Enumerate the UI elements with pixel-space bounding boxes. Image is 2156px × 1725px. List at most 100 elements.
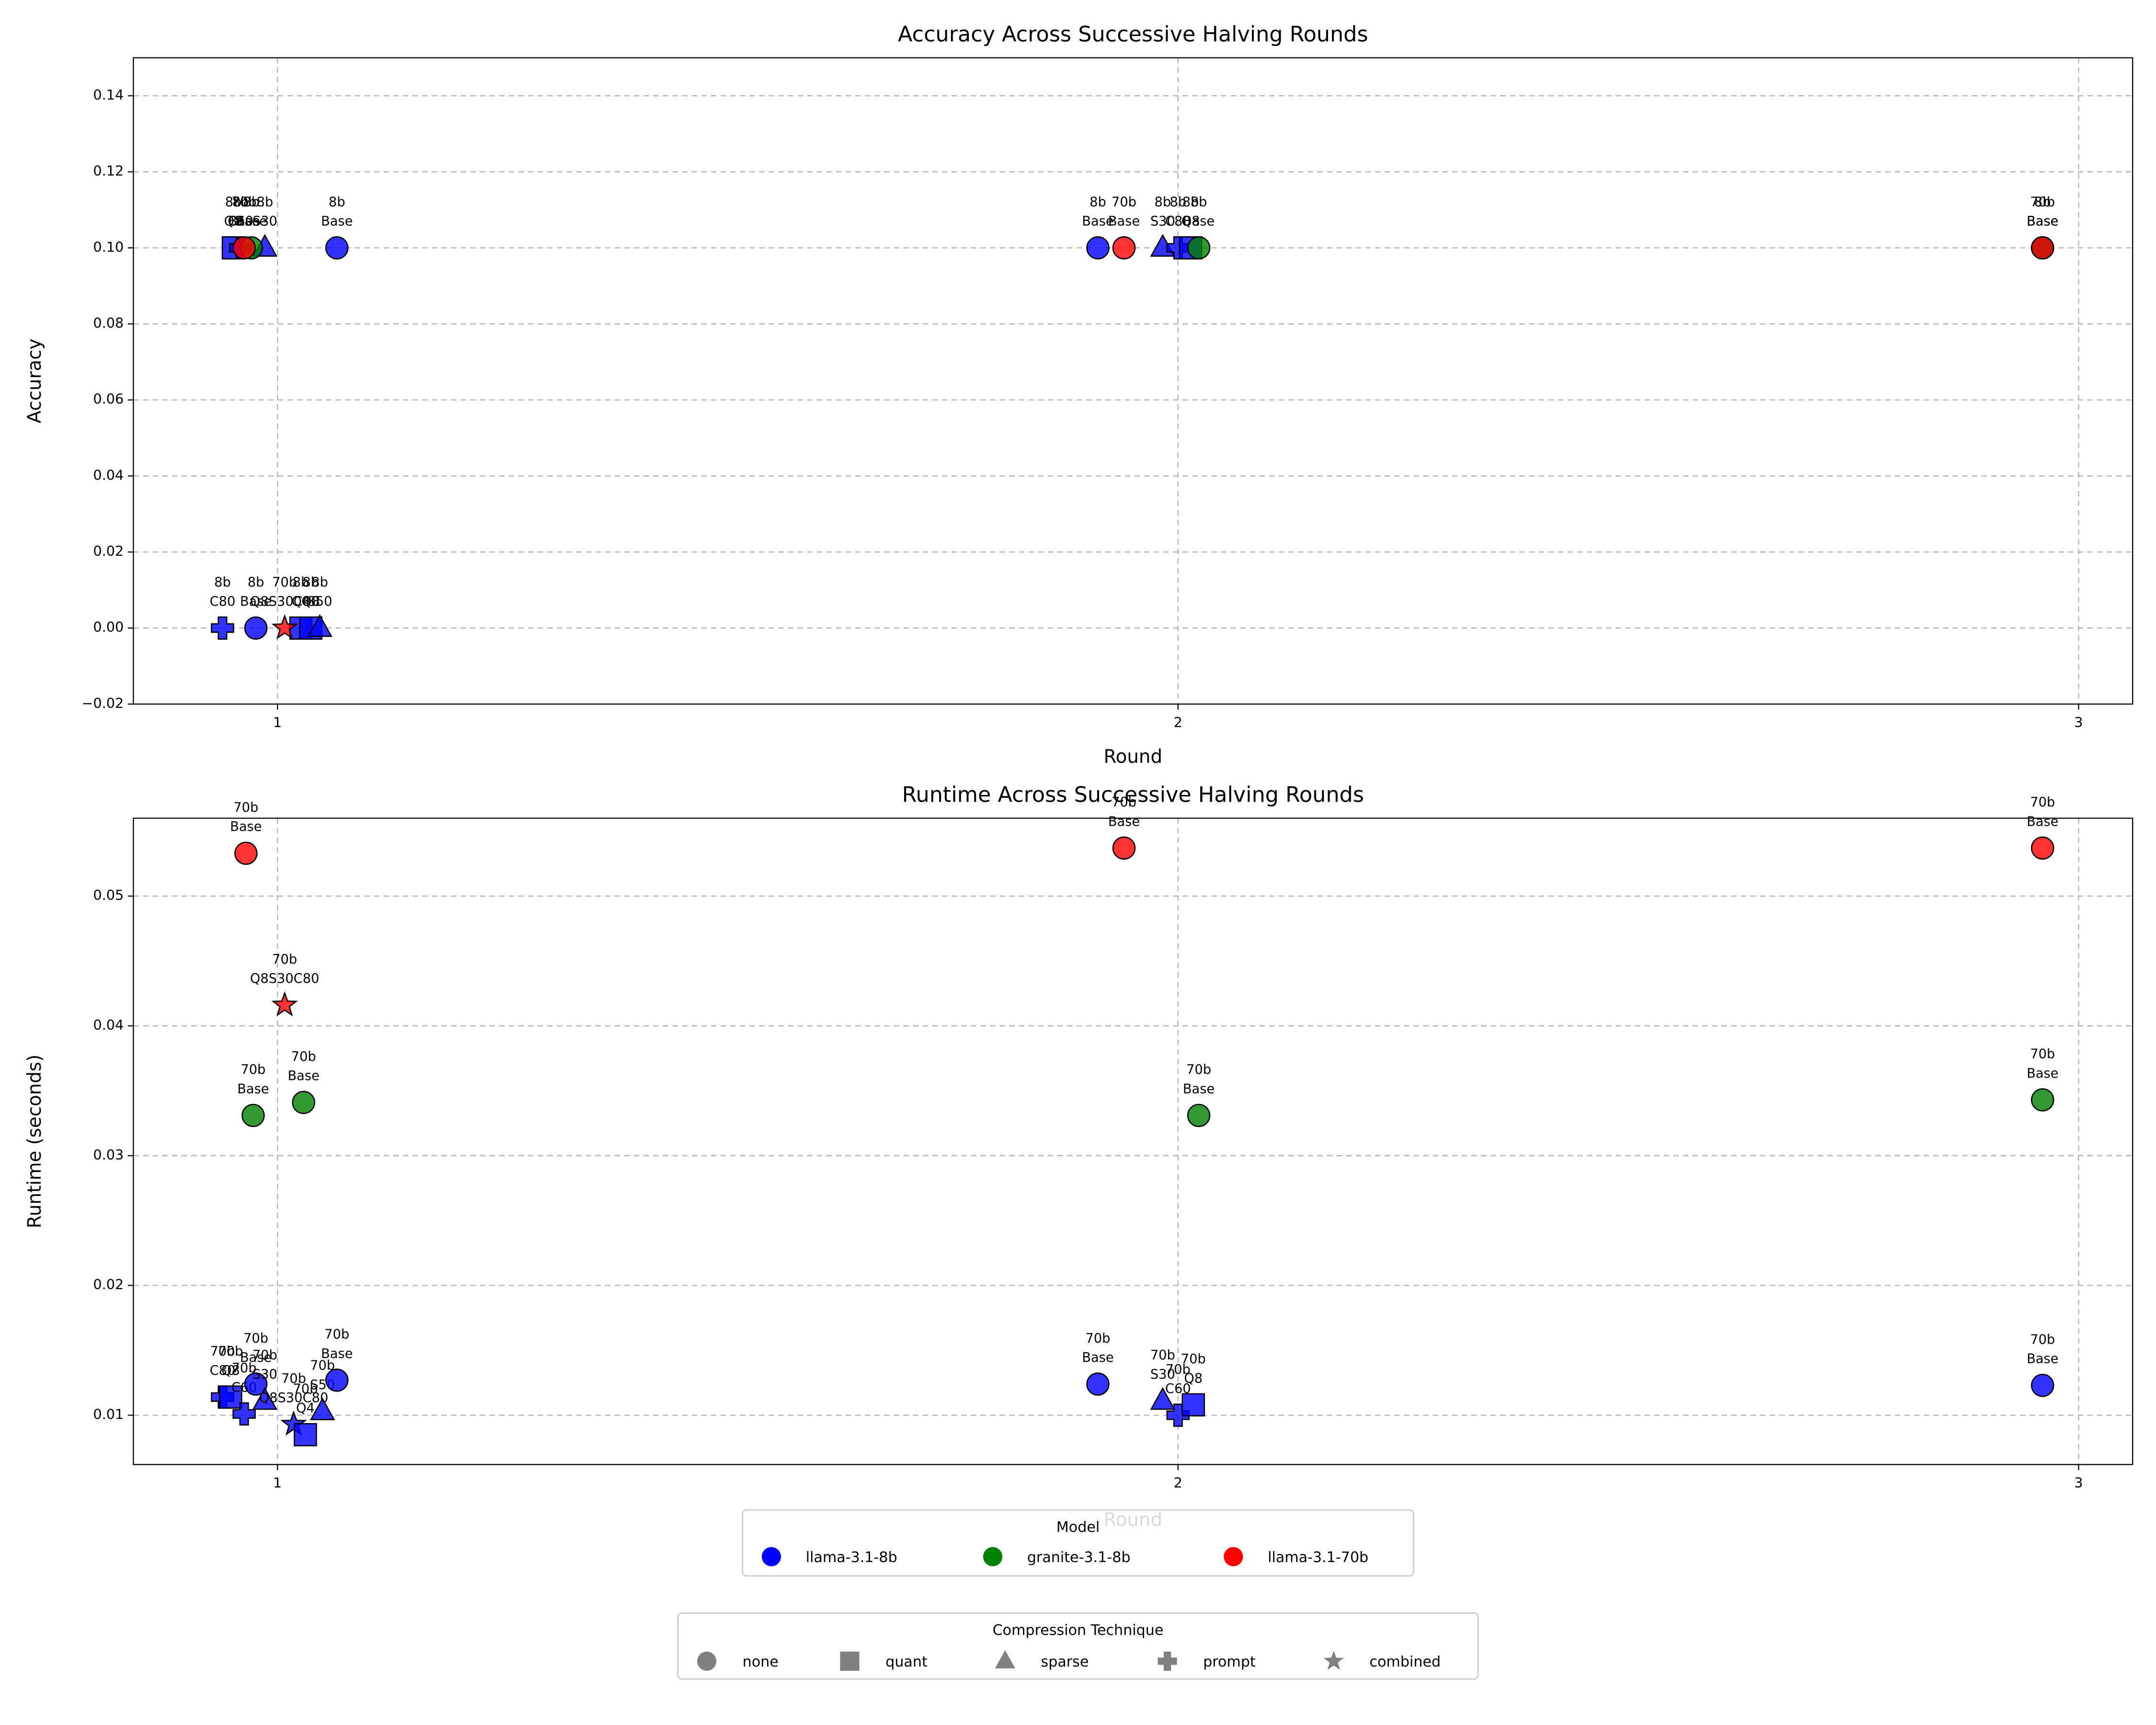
legend-label: sparse xyxy=(1041,1654,1089,1670)
legend-marker xyxy=(1323,1650,1344,1670)
point-none xyxy=(1112,836,1136,860)
y-tick-label: 0.06 xyxy=(93,391,124,407)
point-none xyxy=(234,841,258,865)
legend-label: quant xyxy=(885,1654,928,1670)
legend-marker xyxy=(697,1651,717,1671)
point-label: 70b Base xyxy=(2027,795,2058,829)
point-label: 70b Base xyxy=(1082,1331,1113,1365)
point-label-line: 8b xyxy=(1170,195,1186,209)
point-none xyxy=(241,1104,265,1127)
point-label: 8b Base xyxy=(321,195,353,229)
point-label-line: Base xyxy=(235,214,267,229)
point-label-line: Base xyxy=(1108,814,1140,829)
point-none xyxy=(292,1091,315,1115)
legend-title: Compression Technique xyxy=(993,1622,1164,1639)
point-label-line: S30 xyxy=(1150,1367,1175,1382)
point-label-line: C60 xyxy=(228,214,253,229)
point-label-line: Base xyxy=(321,214,353,229)
point-label: 8b Base xyxy=(240,575,272,609)
point-label-line: 70b xyxy=(1085,1331,1110,1346)
point-label: 70b Base xyxy=(1108,195,1140,229)
y-tick-label: 0.03 xyxy=(93,1147,124,1163)
point-label: 70b Q8 xyxy=(1181,1352,1206,1386)
point-label-line: Base xyxy=(2027,214,2058,229)
point-label-line: Base xyxy=(287,1069,319,1083)
x-tick-label: 2 xyxy=(1174,1475,1182,1491)
point-label: 8b Q8 xyxy=(224,195,243,229)
point-label-line: 70b xyxy=(324,1327,349,1342)
point-label-line: Base xyxy=(240,594,272,609)
point-label-line: Base xyxy=(1108,214,1140,229)
point-label: 70b Base xyxy=(228,195,260,229)
point-label: 70b Base xyxy=(2027,1046,2058,1081)
x-tick-label: 1 xyxy=(273,714,282,731)
point-none xyxy=(244,1372,268,1396)
point-combined xyxy=(280,1410,307,1436)
point-label-line: C80 xyxy=(210,1363,236,1378)
point-label-line: 70b xyxy=(2030,1046,2055,1061)
point-label: 70b Base xyxy=(321,1327,353,1361)
y-tick-label: 0.10 xyxy=(93,239,124,255)
point-label-line: Base xyxy=(1183,1081,1215,1096)
point-label: 8b C80 xyxy=(210,575,236,609)
point-label-line: 8b xyxy=(232,195,249,209)
legend-label: prompt xyxy=(1203,1654,1256,1670)
point-label-line: 8b xyxy=(214,575,231,589)
plot-frame xyxy=(133,57,2133,705)
legend-marker xyxy=(995,1650,1015,1668)
point-label-line: Base xyxy=(237,1081,269,1096)
point-label-line: Q8S30C80 xyxy=(250,971,319,986)
point-label: 8b S30 xyxy=(1150,195,1175,229)
point-label-line: Q8 xyxy=(221,1363,240,1378)
legend-label: granite-3.1-8b xyxy=(1027,1549,1131,1566)
point-label-line: 70b xyxy=(1186,1062,1211,1077)
point-label: 8b Base xyxy=(1183,195,1215,229)
point-label: 70b Q8 xyxy=(218,1344,243,1378)
legend-label: llama-3.1-8b xyxy=(806,1549,897,1566)
point-label-line: 8b xyxy=(1155,195,1171,209)
y-tick-label: 0.14 xyxy=(93,87,124,103)
point-sparse xyxy=(252,1387,278,1410)
point-label-line: 70b xyxy=(233,800,258,815)
point-prompt xyxy=(211,616,234,640)
point-label-line: 70b xyxy=(218,1344,243,1358)
y-tick-label: 0.04 xyxy=(93,1017,124,1033)
point-label-line: Base xyxy=(1082,214,1113,229)
point-label-line: 70b xyxy=(1112,195,1136,209)
point-label-line: 70b xyxy=(232,195,257,209)
point-label-line: Base xyxy=(228,214,260,229)
point-label: 8b Q4 xyxy=(292,575,310,609)
point-label-line: Q4 xyxy=(292,594,310,609)
y-tick-label: 0.04 xyxy=(93,467,124,483)
point-label: 8b C60 xyxy=(228,195,253,229)
y-tick-label: 0.05 xyxy=(93,887,124,903)
point-label-line: 8b xyxy=(225,195,242,209)
point-label-line: S30 xyxy=(1150,214,1175,229)
point-label-line: C80 xyxy=(210,594,236,609)
point-label: 8b Base xyxy=(235,195,267,229)
point-label: 70b Base xyxy=(2027,1332,2058,1366)
chart-title: Accuracy Across Successive Halving Round… xyxy=(898,23,1368,47)
point-label-line: 70b xyxy=(1112,795,1136,810)
point-label: 8b C80 xyxy=(1165,195,1191,229)
point-label-line: 8b xyxy=(248,575,264,589)
point-label-line: Base xyxy=(321,1346,353,1361)
point-none xyxy=(325,236,349,260)
point-label: 70b Base xyxy=(287,1049,319,1083)
point-label-line: 70b xyxy=(2030,795,2055,810)
point-label: 8b Base xyxy=(2027,195,2058,229)
x-axis-label: Round xyxy=(1104,746,1163,768)
point-label-line: 8b xyxy=(1089,195,1106,209)
point-label-line: Q8 xyxy=(301,594,320,609)
point-label: 70b Base xyxy=(1183,1062,1215,1096)
y-tick-label: 0.01 xyxy=(93,1406,124,1423)
point-sparse xyxy=(307,614,333,637)
point-label-line: 70b xyxy=(293,1381,318,1396)
plot-frame xyxy=(133,817,2133,1465)
point-label-line: Q8S30C80 xyxy=(259,1390,328,1405)
point-none xyxy=(1187,1104,1211,1127)
point-prompt xyxy=(232,1402,256,1426)
point-label-line: 70b xyxy=(1150,1348,1175,1363)
